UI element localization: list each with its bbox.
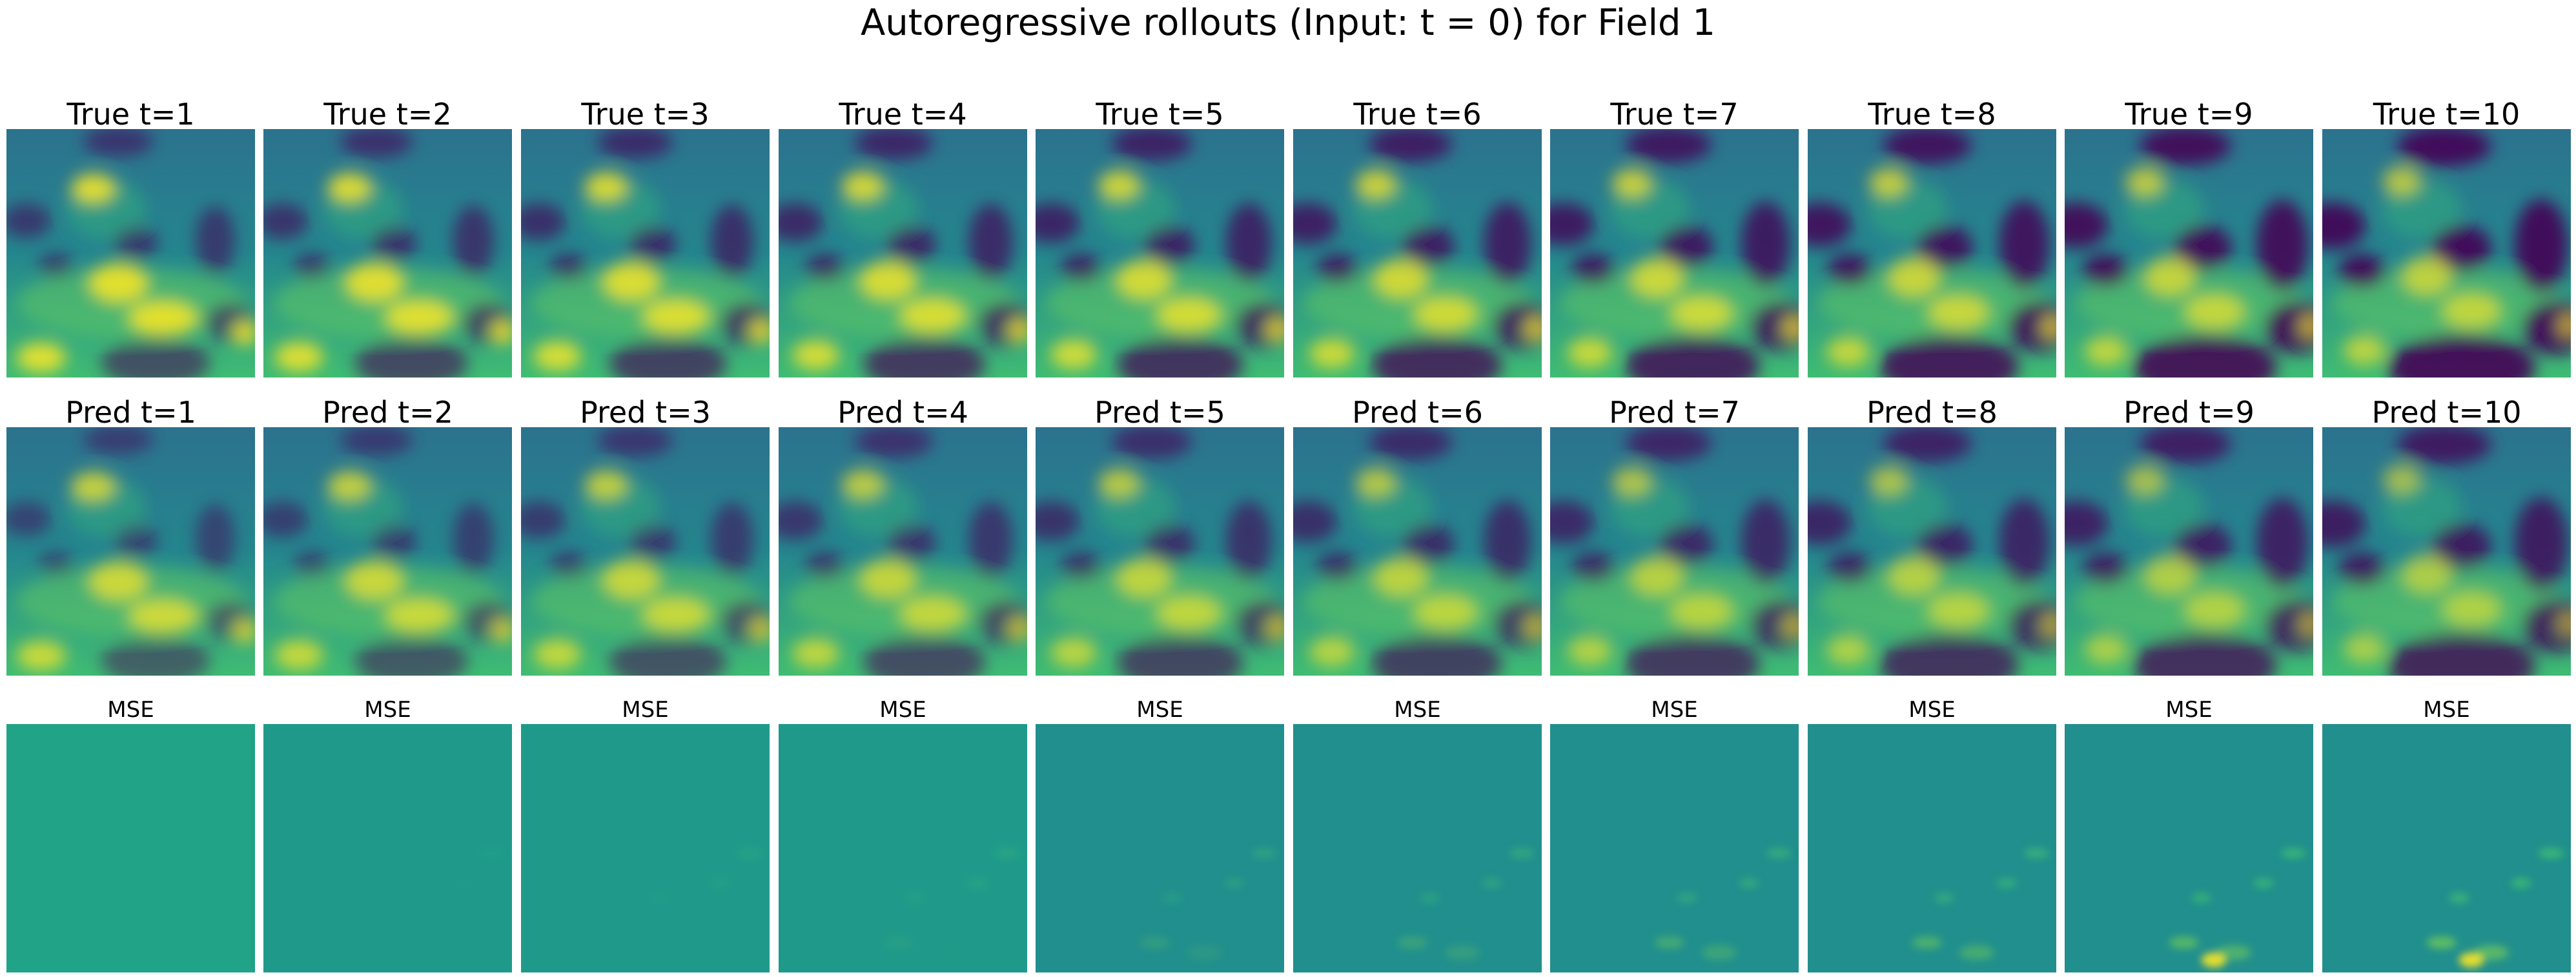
panel-title-pred-7: Pred t=7 — [1609, 395, 1740, 430]
panel-title-pred-5: Pred t=5 — [1094, 395, 1225, 430]
panel-title-mse-3: MSE — [622, 697, 669, 723]
heatmap-mse-5 — [1036, 724, 1284, 972]
heatmap-true-4 — [779, 129, 1027, 378]
panel-title-mse-7: MSE — [1651, 697, 1698, 723]
heatmap-true-7 — [1550, 129, 1799, 378]
panel-title-pred-3: Pred t=3 — [580, 395, 711, 430]
panel-mse-1 — [6, 724, 255, 972]
heatmap-mse-9 — [2065, 724, 2313, 972]
panel-true-5 — [1036, 129, 1284, 378]
panel-title-mse-10: MSE — [2423, 697, 2470, 723]
heatmap-pred-9 — [2065, 427, 2313, 676]
panel-true-9 — [2065, 129, 2313, 378]
heatmap-pred-2 — [263, 427, 512, 676]
heatmap-true-3 — [521, 129, 770, 378]
panel-pred-3 — [521, 427, 770, 676]
panel-mse-2 — [263, 724, 512, 972]
panel-pred-1 — [6, 427, 255, 676]
panel-pred-5 — [1036, 427, 1284, 676]
panel-title-true-9: True t=9 — [2125, 97, 2253, 132]
panel-mse-9 — [2065, 724, 2313, 972]
heatmap-true-5 — [1036, 129, 1284, 378]
panel-true-7 — [1550, 129, 1799, 378]
panel-mse-8 — [1808, 724, 2056, 972]
panel-mse-5 — [1036, 724, 1284, 972]
panel-pred-8 — [1808, 427, 2056, 676]
panel-pred-2 — [263, 427, 512, 676]
heatmap-mse-6 — [1293, 724, 1542, 972]
panel-title-pred-1: Pred t=1 — [65, 395, 196, 430]
panel-title-true-4: True t=4 — [839, 97, 967, 132]
panel-true-3 — [521, 129, 770, 378]
panel-true-10 — [2322, 129, 2571, 378]
panel-title-true-2: True t=2 — [323, 97, 452, 132]
heatmap-pred-8 — [1808, 427, 2056, 676]
heatmap-pred-5 — [1036, 427, 1284, 676]
panel-pred-9 — [2065, 427, 2313, 676]
heatmap-true-1 — [6, 129, 255, 378]
panel-true-1 — [6, 129, 255, 378]
heatmap-pred-1 — [6, 427, 255, 676]
heatmap-pred-7 — [1550, 427, 1799, 676]
heatmap-mse-8 — [1808, 724, 2056, 972]
panel-title-true-10: True t=10 — [2373, 97, 2520, 132]
panel-pred-4 — [779, 427, 1027, 676]
panel-mse-4 — [779, 724, 1027, 972]
panel-pred-7 — [1550, 427, 1799, 676]
panel-title-pred-4: Pred t=4 — [837, 395, 968, 430]
panel-title-true-1: True t=1 — [66, 97, 195, 132]
panel-true-2 — [263, 129, 512, 378]
heatmap-mse-4 — [779, 724, 1027, 972]
panel-mse-7 — [1550, 724, 1799, 972]
panel-title-mse-6: MSE — [1394, 697, 1441, 723]
panel-title-pred-2: Pred t=2 — [322, 395, 453, 430]
figure-title: Autoregressive rollouts (Input: t = 0) f… — [861, 2, 1715, 44]
heatmap-true-2 — [263, 129, 512, 378]
heatmap-true-6 — [1293, 129, 1542, 378]
panel-mse-10 — [2322, 724, 2571, 972]
panel-title-pred-8: Pred t=8 — [1866, 395, 1998, 430]
panel-title-pred-6: Pred t=6 — [1352, 395, 1483, 430]
panel-title-true-7: True t=7 — [1610, 97, 1739, 132]
panel-title-mse-9: MSE — [2165, 697, 2213, 723]
panel-mse-6 — [1293, 724, 1542, 972]
panel-title-true-6: True t=6 — [1353, 97, 1482, 132]
heatmap-pred-10 — [2322, 427, 2571, 676]
panel-title-pred-10: Pred t=10 — [2371, 395, 2522, 430]
heatmap-mse-1 — [6, 724, 255, 972]
heatmap-mse-10 — [2322, 724, 2571, 972]
panel-title-mse-2: MSE — [364, 697, 411, 723]
heatmap-true-9 — [2065, 129, 2313, 378]
heatmap-pred-3 — [521, 427, 770, 676]
heatmap-mse-7 — [1550, 724, 1799, 972]
panel-title-mse-5: MSE — [1136, 697, 1183, 723]
panel-pred-10 — [2322, 427, 2571, 676]
panel-title-mse-8: MSE — [1908, 697, 1956, 723]
panel-title-mse-4: MSE — [879, 697, 926, 723]
heatmap-true-10 — [2322, 129, 2571, 378]
panel-title-mse-1: MSE — [107, 697, 154, 723]
panel-true-4 — [779, 129, 1027, 378]
panel-pred-6 — [1293, 427, 1542, 676]
panel-title-true-3: True t=3 — [581, 97, 710, 132]
heatmap-mse-3 — [521, 724, 770, 972]
panel-title-pred-9: Pred t=9 — [2123, 395, 2254, 430]
heatmap-mse-2 — [263, 724, 512, 972]
heatmap-pred-4 — [779, 427, 1027, 676]
panel-mse-3 — [521, 724, 770, 972]
panel-title-true-8: True t=8 — [1868, 97, 1996, 132]
panel-true-8 — [1808, 129, 2056, 378]
panel-title-true-5: True t=5 — [1096, 97, 1224, 132]
panel-true-6 — [1293, 129, 1542, 378]
heatmap-true-8 — [1808, 129, 2056, 378]
heatmap-pred-6 — [1293, 427, 1542, 676]
